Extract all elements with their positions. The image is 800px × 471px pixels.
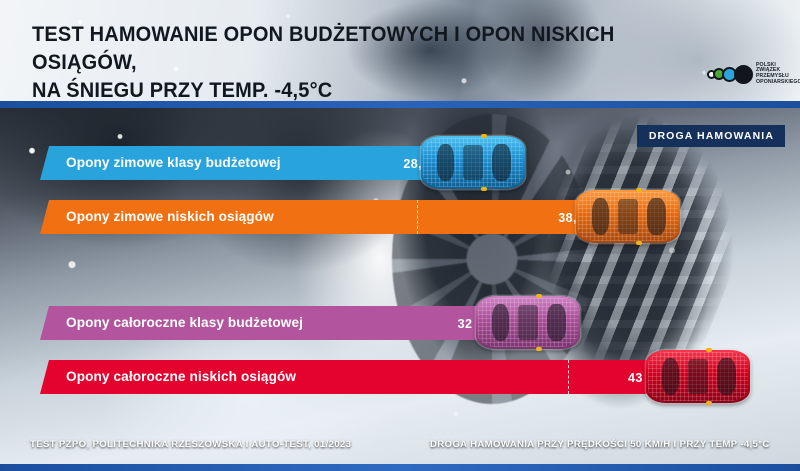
car-rear-window — [592, 198, 610, 235]
car-windshield — [717, 358, 736, 395]
car-top-view-icon — [646, 348, 750, 405]
chart-bar: Opony całoroczne klasy budżetowej — [40, 306, 536, 340]
car-roof — [463, 145, 484, 180]
car-roof — [618, 199, 639, 234]
divider-top — [0, 101, 800, 108]
car-windshield — [546, 304, 566, 341]
car-top-view-icon — [421, 134, 526, 191]
chart-bar: Opony zimowe klasy budżetowej — [40, 146, 482, 180]
car-windshield — [647, 198, 667, 235]
divider-bottom — [0, 464, 800, 471]
header-snow-flecks — [0, 0, 800, 101]
header-banner: TEST HAMOWANIE OPON BUDŻETOWYCH I OPON N… — [0, 0, 800, 101]
car-rear-window — [662, 358, 679, 395]
car-mirror-right — [535, 347, 542, 351]
car-rear-window — [437, 144, 455, 181]
chart-bar-row: Opony całoroczne niskich osiągów 43 m — [0, 348, 766, 405]
logo-line-3: PRZEMYSŁU — [756, 73, 789, 79]
chart-bar-row: Opony całoroczne klasy budżetowej 32 m — [0, 294, 596, 351]
distance-marker-line — [417, 200, 418, 234]
car-top-view-icon — [475, 294, 580, 351]
car-roof — [688, 359, 708, 394]
footer-conditions-text: DROGA HAMOWANIA PRZY PRĘDKOŚCI 50 KM/H I… — [430, 439, 770, 450]
distance-marker-line — [568, 360, 569, 394]
chart-bar: Opony całoroczne niskich osiągów — [40, 360, 706, 394]
chart-bar-label: Opony zimowe niskich osiągów — [66, 209, 274, 225]
car-mirror-left — [535, 294, 542, 298]
logo-rings-icon — [707, 64, 753, 84]
status-badge: DROGA HAMOWANIA — [636, 125, 785, 147]
chart-bar-label: Opony zimowe klasy budżetowej — [66, 155, 281, 171]
car-mirror-left — [706, 348, 712, 352]
car-mirror-right — [636, 241, 643, 245]
car-mirror-left — [636, 188, 643, 192]
logo-line-2: ZWIĄZEK — [756, 67, 781, 74]
car-roof — [517, 305, 538, 340]
logo-line-1: POLSKI — [756, 61, 776, 68]
car-mirror-left — [481, 134, 488, 138]
page-title: TEST HAMOWANIE OPON BUDŻETOWYCH I OPON N… — [32, 22, 615, 101]
chart-bar-label: Opony całoroczne niskich osiągów — [66, 369, 297, 385]
chart-bar: Opony zimowe niskich osiągów — [40, 200, 637, 234]
car-top-view-icon — [576, 188, 681, 245]
footer-source-text: TEST PZPO, POLITECHNIKA RZESZOWSKA I AUT… — [30, 439, 352, 450]
car-mirror-right — [481, 187, 488, 191]
logo-ring-black-icon — [734, 64, 753, 84]
chart-bar-label: Opony całoroczne klasy budżetowej — [66, 315, 304, 331]
logo-line-4: OPONIARSKIEGO — [756, 78, 800, 85]
car-windshield — [492, 144, 512, 181]
chart-scene: DROGA HAMOWANIA Opony zimowe klasy budże… — [0, 108, 800, 464]
logo-wordmark: POLSKI ZWIĄZEK PRZEMYSŁU OPONIARSKIEGO — [756, 61, 800, 85]
car-mirror-right — [706, 401, 712, 405]
car-rear-window — [491, 304, 509, 341]
pzpo-logo: POLSKI ZWIĄZEK PRZEMYSŁU OPONIARSKIEGO — [707, 58, 800, 90]
